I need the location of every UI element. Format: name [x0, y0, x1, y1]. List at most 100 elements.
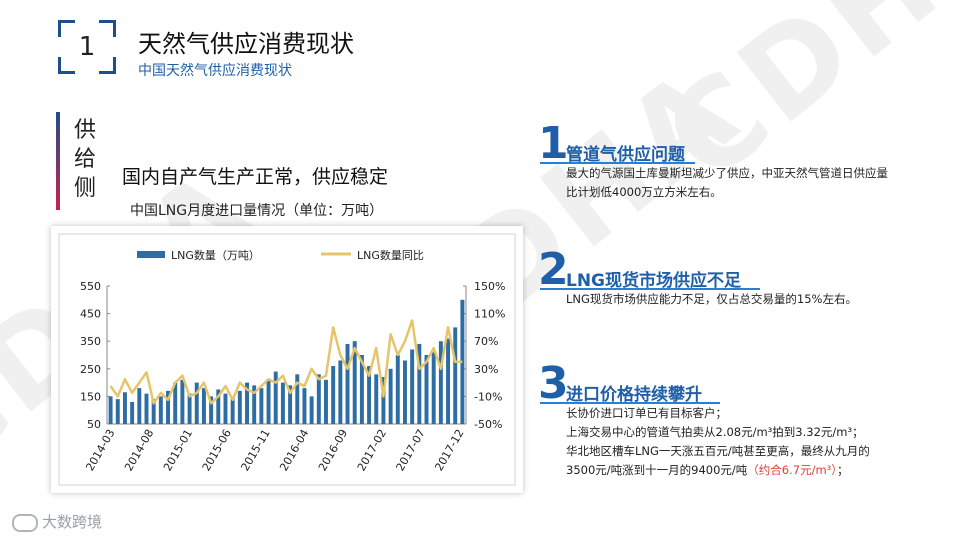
bar: [374, 374, 379, 424]
point-number: 1: [538, 118, 569, 169]
y-left-tick-label: 250: [80, 363, 101, 376]
x-tick-label: 2016-04: [277, 427, 311, 473]
bar: [280, 382, 285, 424]
point-text: 最大的气源国土库曼斯坦减少了供应，中亚天然气管道日供应量: [566, 166, 888, 180]
y-right-tick-label: -50%: [474, 418, 502, 431]
y-left-tick-label: 450: [80, 308, 101, 321]
section-heading: 国内自产气生产正常，供应稳定: [122, 166, 389, 188]
bar: [201, 388, 206, 424]
x-tick-label: 2017-12: [432, 427, 466, 473]
section-number-box: 1: [58, 20, 116, 74]
bar: [410, 349, 415, 424]
bar: [122, 392, 127, 424]
bar: [130, 401, 135, 424]
bar: [309, 396, 314, 424]
bar: [173, 382, 178, 424]
bar: [137, 388, 142, 424]
point-number: 3: [538, 358, 569, 409]
x-tick-label: 2017-02: [355, 427, 389, 473]
bar: [438, 341, 443, 424]
bar: [331, 366, 336, 424]
x-tick-label: 2014-03: [83, 427, 117, 473]
bar: [345, 343, 350, 424]
footer-logo: 大数跨境: [12, 511, 102, 532]
point-underline: [540, 402, 720, 404]
side-label-char: 给: [74, 147, 97, 172]
y-right-tick-label: 70%: [474, 335, 498, 348]
bar: [158, 396, 163, 424]
page-title: 天然气供应消费现状: [138, 30, 354, 58]
bar: [223, 393, 228, 424]
bar: [259, 388, 264, 424]
bar: [288, 385, 293, 424]
legend-label: LNG数量同比: [357, 249, 424, 262]
bar: [395, 355, 400, 424]
bar: [359, 355, 364, 424]
bar: [151, 399, 156, 424]
bar: [453, 327, 458, 424]
y-left-tick-label: 50: [87, 418, 101, 431]
bar: [209, 396, 214, 424]
bar: [115, 399, 120, 424]
bar: [316, 374, 321, 424]
bar: [324, 379, 328, 424]
bar: [367, 366, 372, 424]
y-right-tick-label: 150%: [474, 280, 505, 293]
x-tick-label: 2015-11: [238, 427, 272, 473]
x-tick-label: 2015-06: [200, 427, 234, 473]
point-title: 进口价格持续攀升: [566, 385, 702, 405]
y-right-tick-label: 110%: [474, 308, 505, 321]
x-tick-label: 2017-07: [394, 427, 428, 473]
bar: [216, 389, 221, 424]
bar: [352, 341, 357, 424]
point-number: 2: [538, 244, 569, 295]
bar: [237, 390, 242, 424]
y-left-tick-label: 350: [80, 335, 101, 348]
accent-bar: [56, 112, 60, 210]
bar: [187, 393, 192, 424]
x-tick-label: 2015-01: [161, 427, 195, 473]
legend-swatch-bar: [137, 251, 165, 258]
point-text-part: 3500元/吨涨到十一月的9400元/吨: [566, 463, 748, 477]
point-text: 华北地区槽车LNG一天涨五百元/吨甚至更高，最终从九月的: [566, 444, 870, 458]
chart-caption: 中国LNG月度进口量情况（单位：万吨）: [130, 203, 384, 219]
bar: [108, 396, 113, 424]
bar: [180, 379, 185, 424]
bar: [166, 390, 171, 424]
bar: [302, 388, 307, 424]
lng-import-chart: LNG数量（万吨） LNG数量同比 50 150 250 350 450 550 -50% -10…: [58, 233, 516, 486]
bar: [446, 338, 451, 424]
side-label-char: 侧: [74, 176, 97, 201]
bar: [144, 393, 149, 424]
bar: [417, 343, 422, 424]
bar: [273, 371, 278, 424]
bar: [460, 299, 465, 424]
point-text: 比计划低4000万立方米左右。: [566, 185, 722, 199]
bar: [431, 352, 436, 424]
point-text-part: ；: [837, 463, 849, 477]
point-text: 上海交易中心的管道气拍卖从2.08元/m³拍到3.32元/m³；: [566, 425, 864, 439]
price-highlight: （约合6.7元/m³）: [747, 463, 838, 477]
point-underline: [540, 162, 695, 164]
y-left-tick-label: 150: [80, 390, 101, 403]
bar: [381, 377, 386, 424]
side-label: 供 给 侧: [74, 116, 104, 203]
bar: [194, 382, 199, 424]
bar: [252, 385, 257, 424]
bar: [402, 360, 407, 424]
bar: [245, 382, 249, 424]
section-number: 1: [78, 32, 96, 62]
y-right-tick-label: 30%: [474, 363, 498, 376]
chart-panel: LNG数量（万吨） LNG数量同比 50 150 250 350 450 550 -50% -10…: [51, 226, 523, 493]
point-2: 2 LNG现货市场供应不足 LNG现货市场供应能力不足，仅占总交易量的15%左右…: [538, 248, 948, 309]
x-tick-label: 2014-08: [122, 427, 156, 473]
logo-icon: [12, 513, 38, 532]
bar: [266, 379, 271, 424]
y-right-tick-label: -10%: [474, 390, 502, 403]
point-title: 管道气供应问题: [566, 145, 685, 165]
legend-label: LNG数量（万吨）: [171, 249, 260, 262]
y-left-tick-label: 550: [80, 280, 101, 293]
point-text: LNG现货市场供应能力不足，仅占总交易量的15%左右。: [566, 292, 857, 306]
chart-frame: [58, 233, 516, 486]
x-tick-label: 2016-09: [316, 427, 350, 473]
